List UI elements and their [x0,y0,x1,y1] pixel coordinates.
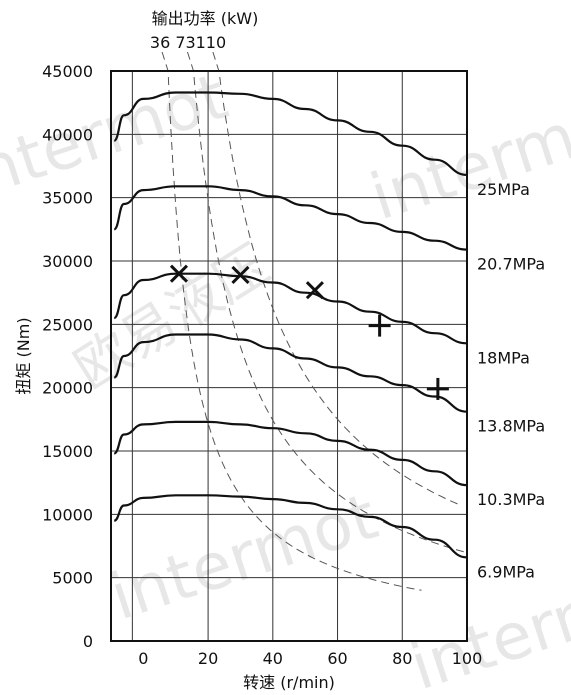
power-value-label: 36 [150,33,170,52]
power-value-label: 73 [175,33,195,52]
series-label: 20.7MPa [477,255,545,274]
power-line [161,51,422,591]
torque-curve [113,185,468,251]
torque-curves [113,91,468,559]
power-lines [161,51,466,591]
y-tick-label: 10000 [42,505,93,524]
y-tick-label: 5000 [52,569,93,588]
y-tick-label: 15000 [42,442,93,461]
plot-frame [110,70,468,642]
watermark-text: intermot [0,60,236,215]
watermark-text: intermot [102,480,386,635]
x-marker [169,264,189,283]
x-tick-label: 20 [198,649,218,668]
power-value-label: 110 [196,33,227,52]
y-tick-label: 45000 [42,62,93,81]
x-tick-label: 100 [452,649,483,668]
grid-lines [111,71,467,641]
x-tick-label: 0 [138,649,148,668]
operating-markers [169,264,449,400]
y-axis-ticks: 0 5000 10000 15000 20000 25000 30000 35000 40000… [42,62,93,651]
x-marker [231,265,250,284]
series-label: 13.8MPa [477,417,545,436]
torque-curve [113,494,468,559]
torque-curve [113,91,468,176]
series-label: 25MPa [477,180,530,199]
series-labels: 25MPa 20.7MPa 18MPa 13.8MPa 10.3MPa 6.9MPa [477,180,545,582]
y-axis-label: 扭矩 (Nm) [14,317,33,394]
x-axis-label: 转速 (r/min) [243,673,335,692]
x-marker [305,281,324,300]
power-labels: 36 73 110 [150,33,226,52]
x-axis-ticks: 0 20 40 60 80 100 [138,649,482,668]
torque-curve [113,333,468,413]
watermark-text-cn: 欧易液压 [64,233,281,401]
x-tick-label: 40 [263,649,283,668]
torque-curve [113,272,468,345]
y-tick-label: 25000 [42,315,93,334]
torque-curve [113,420,468,487]
y-tick-label: 30000 [42,252,93,271]
power-line [187,51,466,553]
x-tick-label: 80 [392,649,412,668]
y-tick-label: 35000 [42,189,93,208]
y-tick-label: 40000 [42,125,93,144]
x-tick-label: 60 [327,649,347,668]
series-label: 6.9MPa [477,562,535,581]
power-title: 输出功率 (kW) [152,9,259,28]
power-line [212,51,460,506]
series-label: 10.3MPa [477,490,545,509]
y-tick-label: 20000 [42,379,93,398]
y-tick-label: 0 [83,632,93,651]
series-label: 18MPa [477,348,530,367]
